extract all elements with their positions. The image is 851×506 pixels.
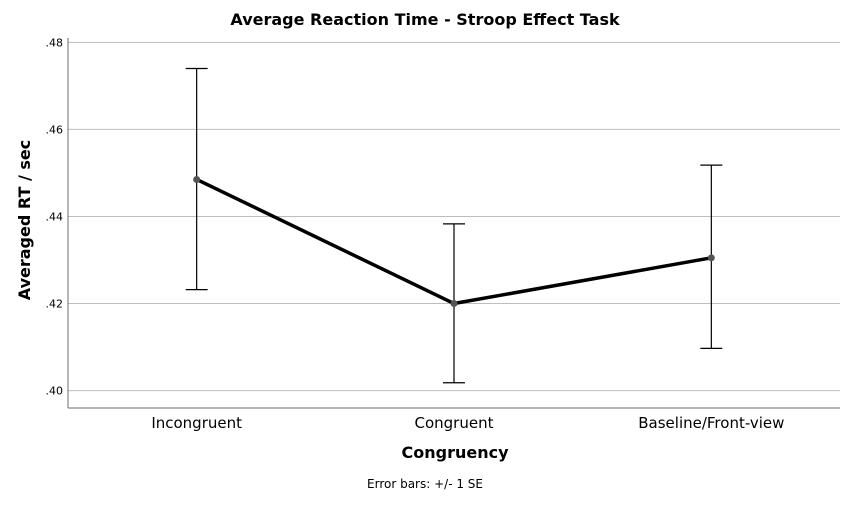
data-points: [193, 175, 715, 308]
y-tick-label: .42: [46, 298, 64, 311]
y-tick-label: .48: [46, 36, 64, 49]
x-tick-label: Congruent: [415, 414, 494, 432]
error-bars: [185, 67, 723, 384]
y-tick-label: .40: [46, 385, 64, 398]
x-tick-label: Incongruent: [151, 414, 242, 432]
chart-title: Average Reaction Time - Stroop Effect Ta…: [230, 10, 620, 29]
x-axis-label: Congruency: [401, 443, 509, 462]
tick-labels: .40 .42 .44 .46 .48 Incongruent Congruent Basel…: [46, 36, 785, 432]
y-tick-label: .46: [46, 123, 64, 136]
y-axis-label: Averaged RT / sec: [15, 140, 34, 300]
x-tick-label: Baseline/Front-view: [638, 414, 784, 432]
data-point: [450, 300, 458, 308]
data-point: [193, 175, 201, 183]
y-tick-label: .44: [46, 210, 64, 223]
axes: [67, 38, 840, 409]
data-point: [707, 254, 715, 262]
error-bars-footnote: Error bars: +/- 1 SE: [367, 477, 483, 491]
